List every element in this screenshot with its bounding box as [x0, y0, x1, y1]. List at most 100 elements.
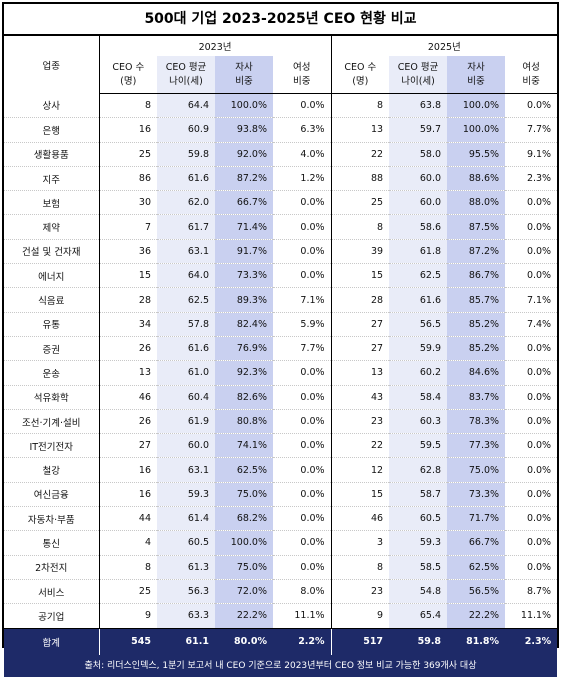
- header-internal-2025: 자사 비중: [447, 56, 506, 94]
- cell-internal-2023: 73.3%: [215, 263, 273, 289]
- cell-internal-2023: 66.7%: [215, 190, 273, 216]
- cell-internal-2025: 95.5%: [447, 142, 506, 167]
- cell-ceo-age-2023: 61.9: [157, 409, 215, 435]
- cell-female-2025: 0.0%: [505, 360, 558, 386]
- industry-name: 제약: [4, 214, 100, 240]
- cell-internal-2023: 100.0%: [215, 530, 273, 556]
- cell-internal-2023: 75.0%: [215, 482, 273, 508]
- header-ceo-count-2023: CEO 수 (명): [99, 56, 157, 94]
- cell-ceo-count-2025: 27: [331, 312, 390, 337]
- cell-internal-2025: 100.0%: [447, 117, 506, 143]
- cell-ceo-age-2023: 63.1: [157, 457, 215, 483]
- cell-female-2023: 7.1%: [273, 287, 332, 313]
- table-row: 철강 16 63.1 62.5% 0.0% 12 62.8 75.0% 0.0%: [4, 457, 558, 483]
- cell-ceo-age-2023: 63.1: [157, 239, 215, 265]
- table-row: IT전기전자 27 60.0 74.1% 0.0% 22 59.5 77.3% 0.0%: [4, 433, 558, 459]
- table-row: 보험 30 62.0 66.7% 0.0% 25 60.0 88.0% 0.0%: [4, 190, 558, 216]
- cell-internal-2023: 71.4%: [215, 214, 273, 240]
- cell-ceo-count-2025: 15: [331, 263, 390, 289]
- industry-name: 2차전지: [4, 555, 100, 580]
- table-row: 상사 8 64.4 100.0% 0.0% 8 63.8 100.0% 0.0%: [4, 93, 558, 119]
- cell-ceo-age-2025: 62.5: [389, 263, 448, 289]
- cell-internal-2025: 85.2%: [447, 312, 506, 337]
- industry-name: IT전기전자: [4, 433, 100, 459]
- industry-name: 생활용품: [4, 142, 100, 167]
- cell-female-2025: 0.0%: [505, 555, 558, 580]
- industry-name: 공기업: [4, 603, 100, 629]
- cell-female-2025: 2.3%: [505, 166, 558, 192]
- cell-ceo-age-2025: 63.8: [389, 93, 448, 119]
- cell-ceo-count-2023: 25: [99, 142, 157, 167]
- header-industry: 업종: [4, 36, 100, 94]
- cell-female-2025: 0.0%: [505, 190, 558, 216]
- cell-female-2025: 0.0%: [505, 433, 558, 459]
- cell-ceo-count-2025: 9: [331, 603, 390, 629]
- cell-female-2023: 0.0%: [273, 506, 332, 532]
- cell-female-2025: 2.3%: [505, 627, 558, 655]
- source-note: 출처: 리더스인덱스, 1분기 보고서 내 CEO 기준으로 2023년부터 C…: [4, 654, 557, 677]
- cell-female-2023: 0.0%: [273, 409, 332, 435]
- cell-internal-2023: 87.2%: [215, 166, 273, 192]
- cell-ceo-age-2023: 61.1: [157, 627, 215, 655]
- cell-female-2023: 0.0%: [273, 93, 332, 119]
- cell-ceo-count-2023: 34: [99, 312, 157, 337]
- header-ceo-count-2025: CEO 수 (명): [331, 56, 390, 94]
- cell-ceo-age-2025: 60.0: [389, 190, 448, 216]
- cell-ceo-count-2023: 8: [99, 93, 157, 119]
- cell-female-2023: 0.0%: [273, 482, 332, 508]
- cell-internal-2023: 93.8%: [215, 117, 273, 143]
- cell-female-2025: 0.0%: [505, 457, 558, 483]
- cell-internal-2023: 72.0%: [215, 579, 273, 605]
- cell-internal-2025: 77.3%: [447, 433, 506, 459]
- cell-female-2025: 0.0%: [505, 263, 558, 289]
- cell-ceo-count-2023: 7: [99, 214, 157, 240]
- table-row: 2차전지 8 61.3 75.0% 0.0% 8 58.5 62.5% 0.0%: [4, 555, 558, 580]
- cell-internal-2025: 88.6%: [447, 166, 506, 192]
- cell-ceo-age-2025: 58.0: [389, 142, 448, 167]
- table-row: 생활용품 25 59.8 92.0% 4.0% 22 58.0 95.5% 9.1%: [4, 142, 558, 167]
- cell-ceo-count-2025: 13: [331, 117, 390, 143]
- cell-ceo-count-2023: 4: [99, 530, 157, 556]
- industry-name: 여신금융: [4, 482, 100, 508]
- cell-internal-2023: 62.5%: [215, 457, 273, 483]
- cell-female-2025: 0.0%: [505, 506, 558, 532]
- cell-ceo-age-2023: 61.6: [157, 166, 215, 192]
- cell-female-2023: 0.0%: [273, 190, 332, 216]
- cell-internal-2023: 92.0%: [215, 142, 273, 167]
- cell-internal-2023: 82.6%: [215, 385, 273, 410]
- cell-ceo-age-2025: 58.7: [389, 482, 448, 508]
- cell-internal-2025: 62.5%: [447, 555, 506, 580]
- cell-female-2025: 0.0%: [505, 482, 558, 508]
- cell-female-2025: 0.0%: [505, 336, 558, 362]
- cell-female-2025: 8.7%: [505, 579, 558, 605]
- cell-ceo-count-2023: 545: [99, 627, 157, 655]
- cell-female-2025: 7.4%: [505, 312, 558, 337]
- industry-name: 유통: [4, 312, 100, 337]
- cell-ceo-count-2025: 28: [331, 287, 390, 313]
- table-row: 운송 13 61.0 92.3% 0.0% 13 60.2 84.6% 0.0%: [4, 360, 558, 386]
- cell-ceo-age-2023: 59.3: [157, 482, 215, 508]
- cell-ceo-age-2023: 64.4: [157, 93, 215, 119]
- cell-ceo-age-2025: 62.8: [389, 457, 448, 483]
- cell-internal-2023: 100.0%: [215, 93, 273, 119]
- cell-ceo-count-2023: 30: [99, 190, 157, 216]
- cell-internal-2023: 89.3%: [215, 287, 273, 313]
- cell-ceo-count-2023: 26: [99, 336, 157, 362]
- cell-internal-2025: 81.8%: [447, 627, 506, 655]
- header-female-2023: 여성 비중: [273, 56, 332, 94]
- cell-female-2025: 0.0%: [505, 239, 558, 265]
- cell-ceo-count-2023: 28: [99, 287, 157, 313]
- cell-ceo-count-2023: 15: [99, 263, 157, 289]
- table-row: 공기업 9 63.3 22.2% 11.1% 9 65.4 22.2% 11.1%: [4, 603, 558, 629]
- cell-ceo-count-2025: 46: [331, 506, 390, 532]
- cell-ceo-count-2025: 27: [331, 336, 390, 362]
- cell-female-2025: 0.0%: [505, 214, 558, 240]
- cell-ceo-count-2025: 25: [331, 190, 390, 216]
- cell-ceo-count-2023: 44: [99, 506, 157, 532]
- cell-female-2023: 7.7%: [273, 336, 332, 362]
- cell-ceo-age-2023: 61.7: [157, 214, 215, 240]
- header-year-2025: 2025년: [427, 42, 461, 53]
- industry-name: 상사: [4, 93, 100, 119]
- cell-internal-2025: 78.3%: [447, 409, 506, 435]
